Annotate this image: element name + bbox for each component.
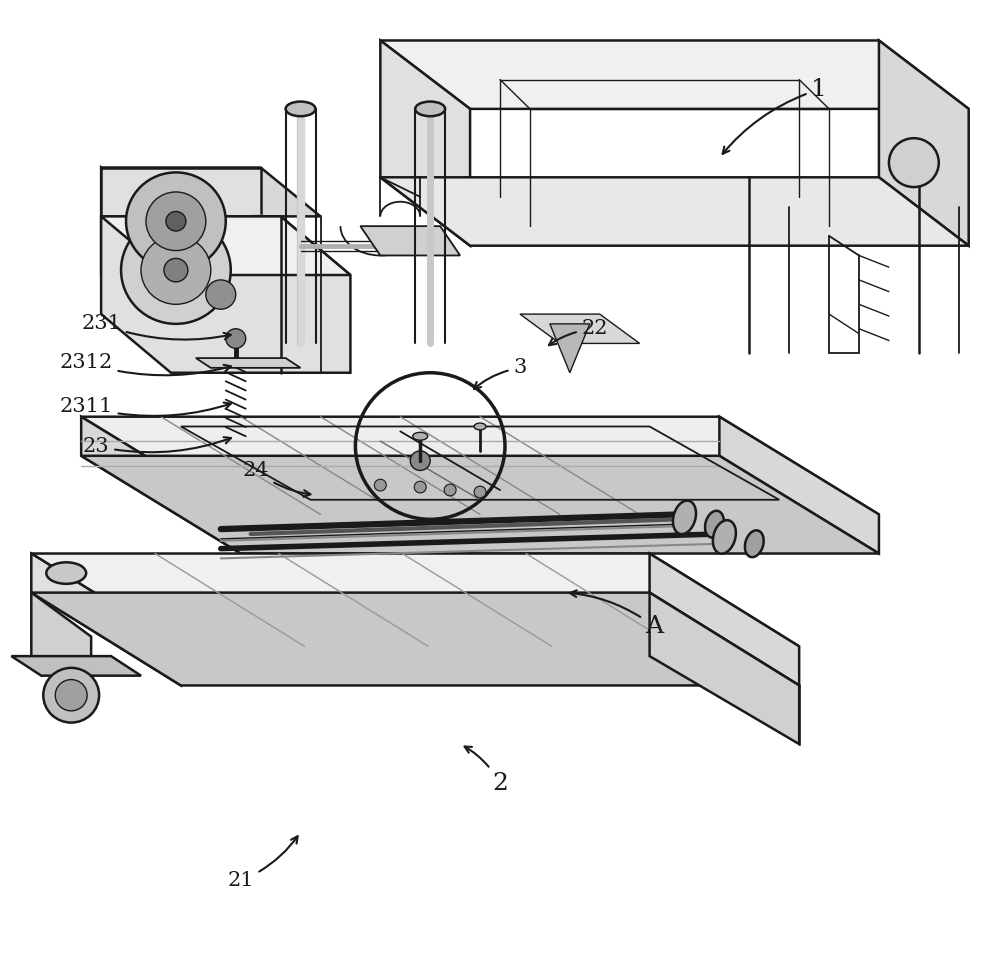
Circle shape (444, 484, 456, 496)
Ellipse shape (474, 423, 486, 430)
Text: A: A (570, 590, 664, 638)
Ellipse shape (705, 511, 724, 538)
Ellipse shape (673, 501, 696, 534)
Polygon shape (101, 168, 320, 217)
Circle shape (374, 479, 386, 491)
Polygon shape (360, 226, 460, 256)
Ellipse shape (745, 530, 764, 558)
Ellipse shape (286, 102, 316, 117)
Polygon shape (101, 168, 261, 275)
Circle shape (166, 212, 186, 231)
Polygon shape (550, 323, 590, 372)
Polygon shape (879, 40, 969, 246)
Polygon shape (650, 593, 799, 744)
Circle shape (410, 451, 430, 470)
Circle shape (55, 679, 87, 710)
Ellipse shape (415, 102, 445, 117)
Circle shape (126, 172, 226, 270)
Text: 2312: 2312 (60, 354, 231, 375)
Polygon shape (101, 217, 350, 372)
Polygon shape (101, 168, 161, 315)
Circle shape (414, 481, 426, 493)
Text: 22: 22 (549, 319, 608, 345)
Circle shape (43, 667, 99, 722)
Polygon shape (380, 40, 470, 246)
Polygon shape (650, 554, 799, 685)
Polygon shape (31, 593, 799, 685)
Ellipse shape (46, 563, 86, 584)
Text: 2311: 2311 (59, 398, 231, 416)
Circle shape (141, 236, 211, 305)
Circle shape (889, 138, 939, 187)
Polygon shape (380, 177, 969, 246)
Polygon shape (520, 315, 640, 343)
Text: 2: 2 (465, 747, 508, 795)
Circle shape (206, 280, 236, 310)
Circle shape (474, 486, 486, 498)
Text: 231: 231 (81, 315, 231, 340)
Polygon shape (101, 217, 350, 275)
Ellipse shape (713, 520, 736, 554)
Text: 1: 1 (723, 77, 827, 154)
Polygon shape (81, 416, 879, 514)
Text: 24: 24 (242, 461, 310, 497)
Polygon shape (81, 416, 241, 554)
Polygon shape (31, 554, 181, 685)
Text: 21: 21 (227, 836, 298, 891)
Polygon shape (380, 40, 969, 109)
Text: 23: 23 (83, 436, 231, 456)
Polygon shape (11, 657, 141, 675)
Polygon shape (31, 593, 91, 700)
Circle shape (226, 328, 246, 348)
Circle shape (146, 192, 206, 251)
Ellipse shape (413, 432, 428, 440)
Circle shape (121, 217, 231, 323)
Polygon shape (196, 358, 301, 368)
Polygon shape (81, 456, 879, 554)
Circle shape (164, 259, 188, 282)
Polygon shape (31, 554, 799, 647)
Polygon shape (719, 416, 879, 554)
Text: 3: 3 (474, 359, 527, 389)
